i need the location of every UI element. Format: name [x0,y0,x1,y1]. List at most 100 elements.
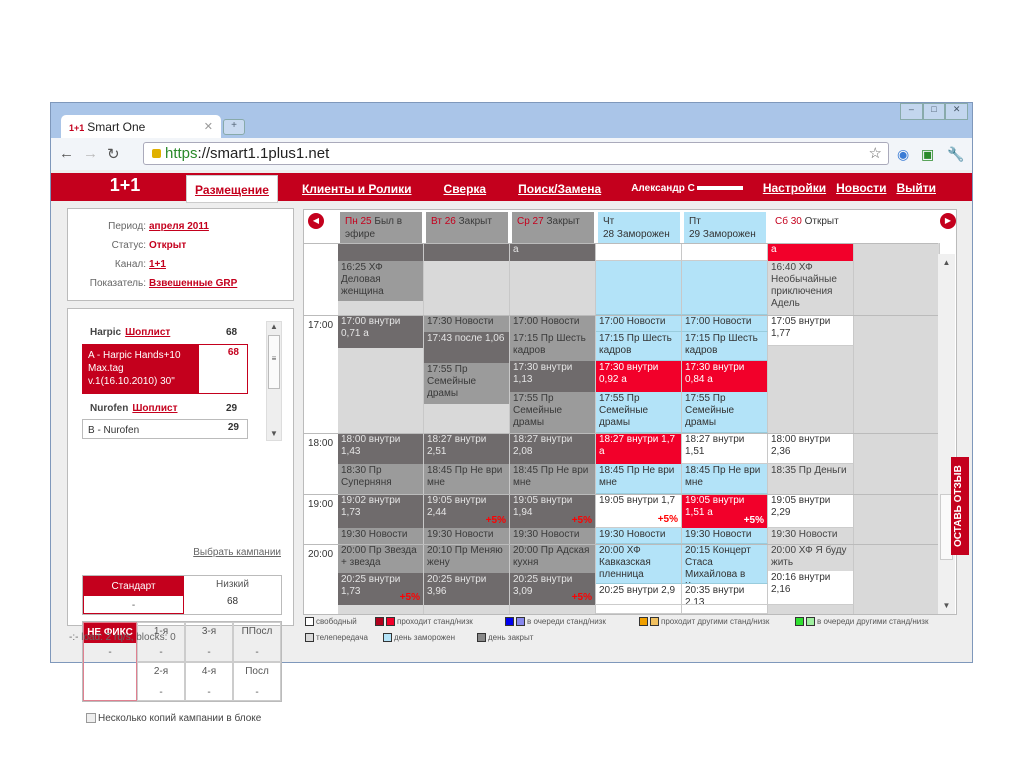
schedule-slot[interactable]: 18:00 внутри 1,43 [338,433,424,464]
day-header[interactable]: Чт 28 Заморожен [598,212,680,243]
translate-icon[interactable]: ▣ [921,146,935,162]
empty-slot[interactable] [854,243,940,614]
schedule-slot[interactable]: 18:27 внутри 2,51 [424,433,510,464]
schedule-slot[interactable]: a [768,243,854,261]
empty-slot[interactable] [682,605,768,614]
schedule-slot[interactable]: 17:00 Новости [682,315,768,332]
empty-slot[interactable] [682,243,768,261]
schedule-slot[interactable]: 19:30 Новости [682,528,768,544]
day-header[interactable]: Сб 30 Открыт [770,212,852,243]
prev-week-icon[interactable]: ◀ [308,213,324,229]
forward-icon[interactable]: → [83,145,98,162]
back-icon[interactable]: ← [59,145,74,162]
address-bar[interactable]: https://smart1.1plus1.net ☆ [143,142,889,165]
schedule-slot[interactable]: 18:27 внутри 1,51 [682,433,768,464]
schedule-slot[interactable]: 17:55 Пр Семейные драмы [682,392,768,433]
feedback-button[interactable]: ОСТАВЬ ОТЗЫВ [951,457,969,555]
position-cell[interactable]: 3-я - [185,622,233,662]
campaign-scrollbar[interactable]: ▲ ≡ ▼ [266,321,282,441]
schedule-slot[interactable]: 19:30 Новости [596,528,682,544]
schedule-slot[interactable]: 19:05 внутри 1,7 +5% [596,494,682,528]
schedule-slot[interactable]: 20:16 внутри 2,16 [768,571,854,605]
schedule-slot[interactable]: 18:27 внутри 2,08 [510,433,596,464]
day-header[interactable]: Пн 25 Был в эфире [340,212,422,243]
maximize-icon[interactable]: □ [922,103,946,120]
multi-copies-checkbox[interactable]: Несколько копий кампании в блоке [86,713,261,724]
shoplist-link[interactable]: Шоплист [125,327,171,338]
schedule-slot[interactable]: 20:25 внутри 3,96 [424,573,510,605]
empty-slot[interactable] [338,243,424,261]
schedule-slot[interactable]: 17:15 Пр Шесть кадров [596,332,682,361]
news-link[interactable]: Новости [836,181,887,195]
wrench-icon[interactable]: 🔧 [947,146,965,162]
campaign-spot-selected[interactable]: A - Harpic Hands+10 Max.tag v.1(16.10.20… [82,344,248,394]
campaign-spot[interactable]: B - Nurofen 29 [82,419,248,439]
schedule-slot[interactable]: 19:05 внутри 1,51 a +5% [682,494,768,528]
bookmark-star-icon[interactable]: ☆ [868,145,882,162]
browser-tab[interactable]: 1+1 Smart One ✕ [61,115,221,139]
schedule-slot[interactable]: 17:43 после 1,06 [424,332,510,363]
empty-slot[interactable] [596,605,682,614]
position-cell[interactable]: ППосл - [233,622,281,662]
new-tab-button[interactable]: + [223,119,245,135]
schedule-slot[interactable]: a [510,243,596,261]
empty-slot[interactable] [768,605,854,614]
position-cell[interactable]: 4-я - [185,662,233,701]
empty-slot[interactable] [338,605,424,614]
schedule-slot[interactable]: 17:55 Пр Семейные драмы [424,363,510,404]
schedule-slot[interactable]: 20:15 Концерт Стаса Михайлова в Кремле [682,544,768,584]
schedule-slot[interactable]: 17:30 внутри 0,92 a [596,361,682,392]
schedule-slot[interactable]: 20:25 внутри 1,73 +5% [338,573,424,605]
logout-link[interactable]: Выйти [896,181,936,195]
schedule-slot[interactable]: 17:15 Пр Шесть кадров [510,332,596,361]
close-tab-icon[interactable]: ✕ [203,121,213,133]
schedule-slot[interactable]: 17:55 Пр Семейные драмы [596,392,682,433]
schedule-slot[interactable]: 19:02 внутри 1,73 [338,494,424,528]
schedule-slot[interactable]: 18:45 Пр Не ври мне [510,464,596,494]
empty-slot[interactable] [768,346,854,433]
schedule-slot[interactable]: 18:00 внутри 2,36 [768,433,854,464]
empty-slot[interactable] [424,605,510,614]
schedule-slot[interactable]: 19:30 Новости [338,528,424,544]
select-campaigns-link[interactable]: Выбрать кампании [193,547,281,558]
schedule-slot[interactable]: 18:45 Пр Не ври мне [596,464,682,494]
empty-slot[interactable] [510,261,596,315]
channel-link[interactable]: 1+1 [149,259,166,270]
schedule-slot[interactable]: 20:10 Пр Меняю жену [424,544,510,573]
schedule-slot[interactable]: 20:35 внутри 2,13 [682,584,768,605]
schedule-slot[interactable]: 17:30 внутри 1,13 [510,361,596,392]
schedule-slot[interactable]: 19:30 Новости [768,528,854,544]
schedule-slot[interactable]: 16:25 ХФ Деловая женщина [338,261,424,301]
empty-slot[interactable] [682,261,768,315]
brand-logo[interactable]: 1+1 [109,175,141,195]
menu-clients[interactable]: Клиенты и Ролики [301,182,412,196]
minimize-icon[interactable]: – [900,103,923,120]
empty-slot[interactable] [424,404,510,433]
schedule-slot[interactable]: 16:40 ХФ Необычайные приключения Адель [768,261,854,315]
day-header[interactable] [856,212,938,243]
schedule-slot[interactable]: 19:05 внутри 2,44 +5% [424,494,510,528]
period-link[interactable]: апреля 2011 [149,221,209,232]
position-cell[interactable]: Посл - [233,662,281,701]
empty-slot[interactable] [424,243,510,261]
schedule-slot[interactable]: 17:15 Пр Шесть кадров [682,332,768,361]
rating-standard[interactable]: Стандарт - [83,576,184,614]
close-window-icon[interactable]: ✕ [945,103,969,120]
empty-slot[interactable] [338,348,424,433]
shoplist-link[interactable]: Шоплист [132,403,178,414]
schedule-slot[interactable]: 20:25 внутри 2,9 [596,584,682,605]
schedule-slot[interactable]: 18:27 внутри 1,7 a [596,433,682,464]
menu-placement[interactable]: Размещение [186,175,278,203]
schedule-slot[interactable]: 17:30 Новости [424,315,510,332]
day-header[interactable]: Вт 26 Закрыт [426,212,508,243]
position-cell[interactable]: 2-я - [137,662,185,701]
schedule-slot[interactable]: 19:30 Новости [424,528,510,544]
schedule-slot[interactable]: 17:05 внутри 1,77 [768,315,854,346]
menu-reconcile[interactable]: Сверка [443,182,487,196]
schedule-slot[interactable]: 19:05 внутри 2,29 [768,494,854,528]
position-cell[interactable]: 1-я - [137,622,185,662]
schedule-slot[interactable]: 18:30 Пр Суперняня [338,464,424,494]
day-header[interactable]: Ср 27 Закрыт [512,212,594,243]
schedule-slot[interactable]: 17:00 Новости [510,315,596,332]
schedule-slot[interactable]: 18:45 Пр Не ври мне [424,464,510,494]
